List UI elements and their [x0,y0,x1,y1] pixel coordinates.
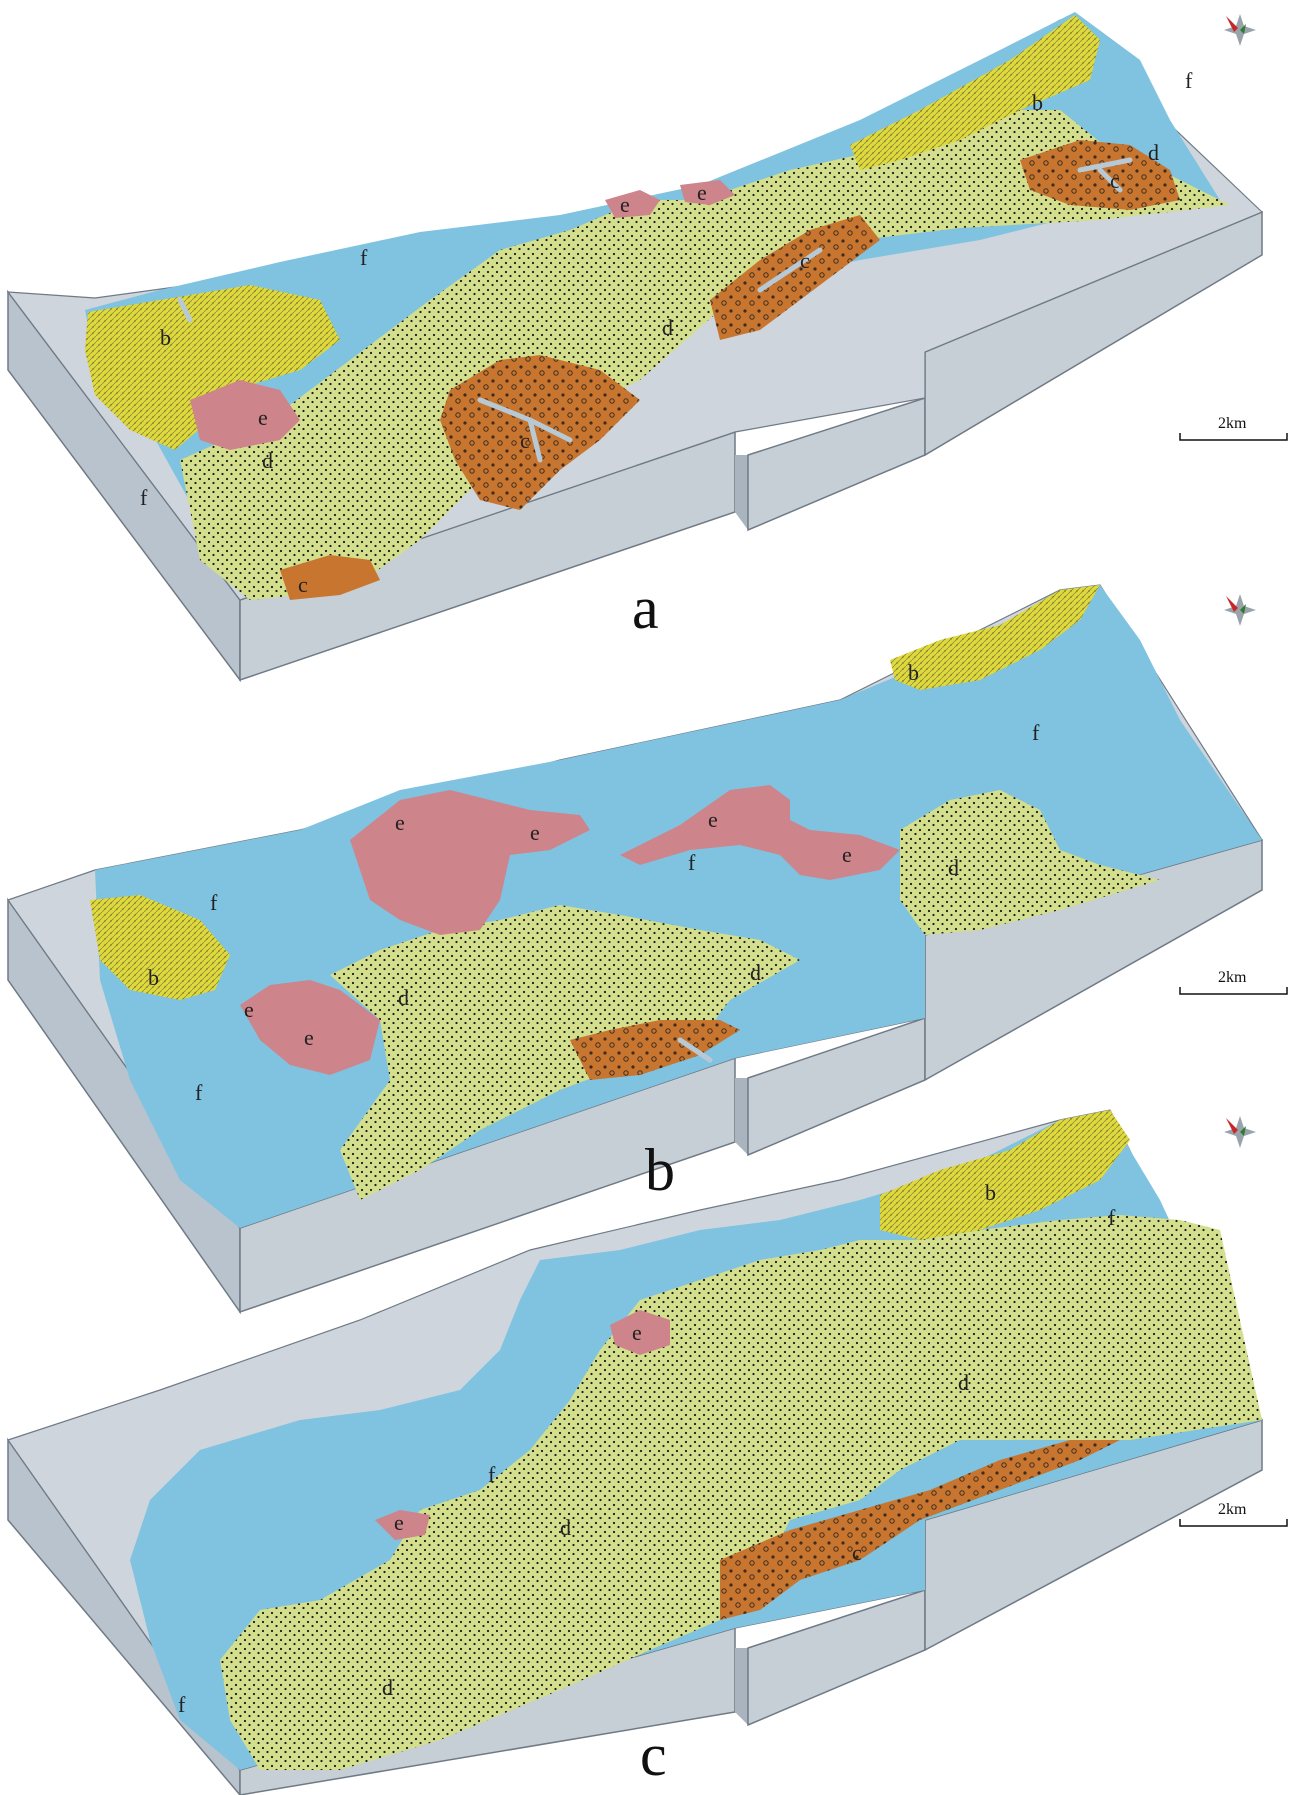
zone-label: c [852,1540,862,1565]
panel-b-zone-e-1 [350,790,590,935]
panel-b-zone-e-3 [240,980,380,1075]
panel-a-streams [177,157,1133,463]
zone-label: b [1032,90,1043,115]
zone-label: e [304,1025,314,1050]
zone-label: d [1148,140,1159,165]
panel-b-zone-labels: f f f f b b e e e e e e d d d [148,660,1040,1105]
panel-a-zone-d-texture [180,110,1230,600]
panel-a-block [7,210,1263,683]
zone-label: e [530,820,540,845]
zone-label: f [1108,1205,1116,1230]
zone-label: d [662,315,673,340]
zone-label: c [1110,168,1120,193]
zone-label: c [520,428,530,453]
scale-bar-label: 2km [1218,1501,1247,1518]
zone-label: f [178,1692,186,1717]
compass-rose-icon [1224,594,1256,626]
panel-a-zone-e-1 [190,380,300,450]
zone-label: d [560,1515,571,1540]
panel-a-zone-c-4 [280,555,380,600]
zone-label: e [620,192,630,217]
zone-label: e [632,1320,642,1345]
panel-b-scale-bar: 2km [1179,969,1288,995]
panel-b: f f f f b b e e e e e e d d d b 2km [7,584,1288,1315]
zone-label: b [160,325,171,350]
panel-b-zone-f [95,585,1262,1228]
zone-label: e [395,810,405,835]
zone-label: f [140,485,148,510]
panel-b-zone-e-2 [620,785,900,880]
panel-b-streams [677,1037,713,1063]
panel-a-zone-e-2 [605,190,660,218]
panel-c: f f f b e e d d d c c 2km [7,1109,1288,1795]
panel-c-zone-e-2 [375,1510,430,1540]
scale-bar-label: 2km [1218,969,1247,986]
zone-label: f [1185,68,1193,93]
panel-a: f f f b b e e e d d d c c c c a 2km [6,12,1288,683]
scale-bar-label: 2km [1218,415,1247,432]
zone-label: e [394,1510,404,1535]
zone-label: b [985,1180,996,1205]
zone-label: d [398,985,409,1010]
panel-a-zone-e-3 [680,180,735,205]
panel-c-scale-bar: 2km [1179,1501,1288,1527]
zone-label: d [948,855,959,880]
zone-label: c [298,572,308,597]
zone-label: e [842,842,852,867]
panel-c-zone-e-1 [610,1310,670,1355]
zone-label: d [262,448,273,473]
zone-label: c [800,248,810,273]
zone-label: d [750,960,761,985]
zone-label: f [360,245,368,270]
panel-label: b [645,1137,675,1203]
panel-a-zone-labels: f f f b b e e e d d d c c c c [140,68,1193,597]
panel-b-block [7,839,1263,1315]
panel-label: c [640,1722,667,1788]
compass-rose-icon [1224,1116,1256,1148]
compass-rose-icon [1224,14,1256,46]
panel-a-scale-bar: 2km [1179,415,1288,441]
zone-label: e [258,405,268,430]
zone-label: f [1032,720,1040,745]
zone-label: b [148,965,159,990]
panel-c-zone-labels: f f f b e e d d d c [178,1180,1116,1717]
zone-label: f [688,850,696,875]
zone-label: b [908,660,919,685]
panel-label: a [632,575,659,641]
zone-label: e [708,807,718,832]
zone-label: d [958,1370,969,1395]
zone-label: e [697,180,707,205]
zone-label: f [210,890,218,915]
zone-label: e [244,997,254,1022]
zone-label: f [195,1080,203,1105]
zone-label: d [382,1675,393,1700]
zone-label: f [488,1462,496,1487]
